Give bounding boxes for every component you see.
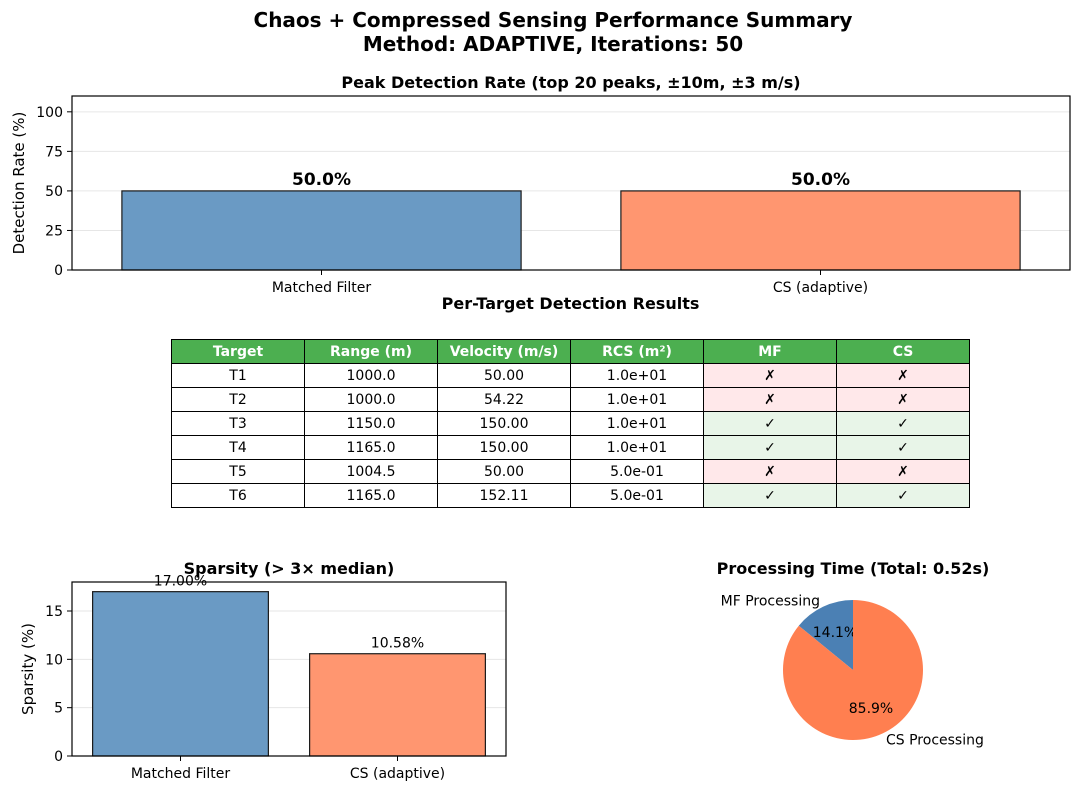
table-cell: 1.0e+01 xyxy=(570,411,704,436)
y-tick-label: 25 xyxy=(45,223,63,239)
table-cell: 5.0e-01 xyxy=(570,483,704,508)
table-cell: T3 xyxy=(171,411,305,436)
y-tick-label: 0 xyxy=(54,263,63,279)
table-cell: T6 xyxy=(171,483,305,508)
y-tick-label: 0 xyxy=(54,749,63,765)
table-cell: 152.11 xyxy=(437,483,571,508)
table-cell: 1.0e+01 xyxy=(570,363,704,388)
table-cell: T4 xyxy=(171,435,305,460)
table-cell: ✗ xyxy=(836,459,970,484)
bar-matched-filter xyxy=(121,190,522,271)
figure-title-line2: Method: ADAPTIVE, Iterations: 50 xyxy=(362,32,744,56)
chart-title: Peak Detection Rate (top 20 peaks, ±10m,… xyxy=(341,73,800,92)
data-label: 10.58% xyxy=(371,636,424,652)
y-tick-label: 10 xyxy=(45,652,63,668)
pie-label: MF Processing xyxy=(721,593,820,609)
column-header: RCS (m²) xyxy=(570,339,704,364)
table-cell: ✗ xyxy=(703,459,837,484)
table-cell: ✓ xyxy=(703,411,837,436)
figure-title-line1: Chaos + Compressed Sensing Performance S… xyxy=(253,8,853,32)
table-row: T4 1165.0 150.00 1.0e+01 ✓ ✓ xyxy=(171,435,970,460)
table-cell: 1000.0 xyxy=(304,387,438,412)
y-axis-label: Detection Rate (%) xyxy=(10,112,28,255)
detection-results-table: Target Range (m) Velocity (m/s) RCS (m²) MF C… xyxy=(171,339,970,508)
bar-cs-adaptive xyxy=(620,190,1021,271)
pie-label: CS Processing xyxy=(886,733,984,749)
x-tick-label: CS (adaptive) xyxy=(773,280,868,296)
axes-frame xyxy=(71,581,507,757)
y-tick-label: 75 xyxy=(45,144,63,160)
table-cell: ✗ xyxy=(836,387,970,412)
column-header: MF xyxy=(703,339,837,364)
column-header: Range (m) xyxy=(304,339,438,364)
table-cell: 5.0e-01 xyxy=(570,459,704,484)
table-body: T1 1000.0 50.00 1.0e+01 ✗ ✗ T2 1000.0 54.22 1.0e+… xyxy=(171,363,970,508)
table-cell: 54.22 xyxy=(437,387,571,412)
table-cell: ✓ xyxy=(836,435,970,460)
y-tick-label: 15 xyxy=(45,604,63,620)
pie-pct-label: 14.1% xyxy=(813,625,857,641)
table-cell: 1.0e+01 xyxy=(570,435,704,460)
table-cell: ✓ xyxy=(703,483,837,508)
y-axis-label: Sparsity (%) xyxy=(19,623,37,715)
data-label: 50.0% xyxy=(791,170,850,190)
table-cell: 1150.0 xyxy=(304,411,438,436)
processing-time-pie: Processing Time (Total: 0.52s) 14.1% MF Pr… xyxy=(717,559,990,749)
table-row: T6 1165.0 152.11 5.0e-01 ✓ ✓ xyxy=(171,483,970,508)
table-cell: 1165.0 xyxy=(304,483,438,508)
pie-slice-cs xyxy=(783,600,923,740)
table-cell: T5 xyxy=(171,459,305,484)
table-cell: 1.0e+01 xyxy=(570,387,704,412)
table-header-row: Target Range (m) Velocity (m/s) RCS (m²) MF C… xyxy=(171,339,970,364)
table-cell: ✓ xyxy=(836,483,970,508)
pie-pct-label: 85.9% xyxy=(849,701,893,717)
table-cell: ✗ xyxy=(703,387,837,412)
chart-title: Processing Time (Total: 0.52s) xyxy=(717,559,990,578)
detection-rate-chart: 50.0% Matched Filter 50.0% CS (adaptive) 0 25… xyxy=(10,73,1071,296)
x-tick-label: CS (adaptive) xyxy=(350,766,445,782)
bar-matched-filter xyxy=(92,591,269,757)
axes-frame xyxy=(71,95,1071,271)
table-cell: 1165.0 xyxy=(304,435,438,460)
table-row: T3 1150.0 150.00 1.0e+01 ✓ ✓ xyxy=(171,411,970,436)
table-cell: 150.00 xyxy=(437,435,571,460)
table-row: T2 1000.0 54.22 1.0e+01 ✗ ✗ xyxy=(171,387,970,412)
y-tick-label: 50 xyxy=(45,184,63,200)
table-cell: 1004.5 xyxy=(304,459,438,484)
table-cell: 50.00 xyxy=(437,363,571,388)
y-tick-label: 5 xyxy=(54,701,63,717)
table-cell: ✗ xyxy=(703,363,837,388)
column-header: CS xyxy=(836,339,970,364)
table-cell: T2 xyxy=(171,387,305,412)
column-header: Velocity (m/s) xyxy=(437,339,571,364)
table-cell: 1000.0 xyxy=(304,363,438,388)
table-row: T1 1000.0 50.00 1.0e+01 ✗ ✗ xyxy=(171,363,970,388)
column-header: Target xyxy=(171,339,305,364)
y-tick-label: 100 xyxy=(36,105,63,121)
table-cell: 150.00 xyxy=(437,411,571,436)
x-tick-label: Matched Filter xyxy=(131,766,231,782)
x-tick-label: Matched Filter xyxy=(272,280,372,296)
data-label: 50.0% xyxy=(292,170,351,190)
table-cell: 50.00 xyxy=(437,459,571,484)
pie-slice-mf xyxy=(798,600,853,670)
table-cell: ✓ xyxy=(703,435,837,460)
table-cell: T1 xyxy=(171,363,305,388)
table-row: T5 1004.5 50.00 5.0e-01 ✗ ✗ xyxy=(171,459,970,484)
table-title: Per-Target Detection Results xyxy=(441,294,700,313)
table-cell: ✓ xyxy=(836,411,970,436)
bar-cs-adaptive xyxy=(309,653,486,757)
table-cell: ✗ xyxy=(836,363,970,388)
chart-title: Sparsity (> 3× median) xyxy=(184,559,395,578)
